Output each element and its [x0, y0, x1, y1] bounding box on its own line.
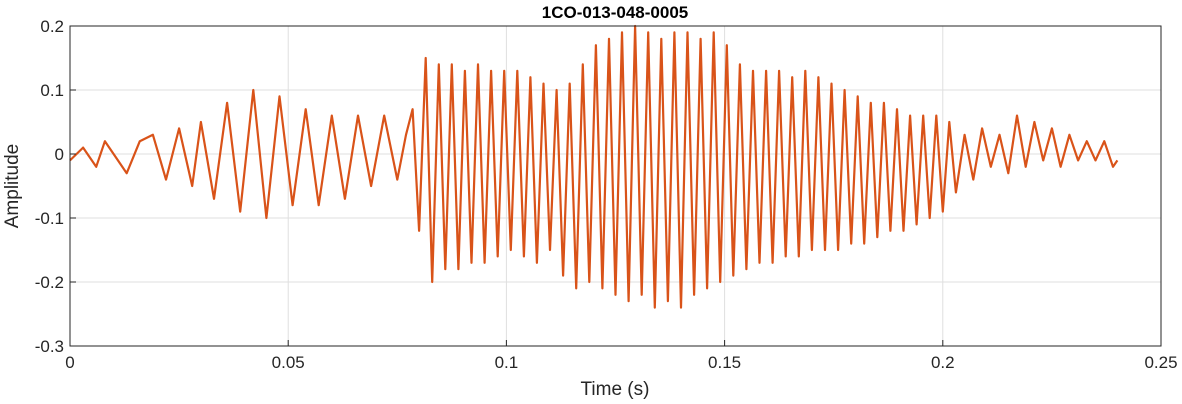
y-tick-label: 0.2: [40, 17, 64, 36]
x-tick-label: 0.25: [1144, 353, 1177, 372]
plot-frame: [69, 25, 1162, 347]
x-tick-label: 0.05: [272, 353, 305, 372]
series-layer: [69, 24, 1119, 309]
y-tick-label: 0: [55, 145, 64, 164]
y-tick-label: 0.1: [40, 81, 64, 100]
x-axis-label: Time (s): [581, 379, 650, 400]
x-tick-label: 0: [65, 353, 74, 372]
y-tick-label: -0.2: [35, 273, 64, 292]
y-axis-label: Amplitude: [2, 144, 23, 229]
x-axis-ticks: 0 0.05 0.1 0.15 0.2 0.25: [65, 340, 1178, 372]
waveform-line: [69, 24, 1119, 309]
chart-title: 1CO-013-048-0005: [542, 3, 688, 22]
y-tick-label: -0.1: [35, 209, 64, 228]
plot-area: [70, 26, 1161, 346]
y-axis-ticks: -0.3 -0.2 -0.1 0 0.1 0.2: [35, 17, 76, 356]
x-tick-label: 0.2: [931, 353, 955, 372]
x-tick-label: 0.15: [708, 353, 741, 372]
y-tick-label: -0.3: [35, 337, 64, 356]
x-tick-label: 0.1: [495, 353, 519, 372]
